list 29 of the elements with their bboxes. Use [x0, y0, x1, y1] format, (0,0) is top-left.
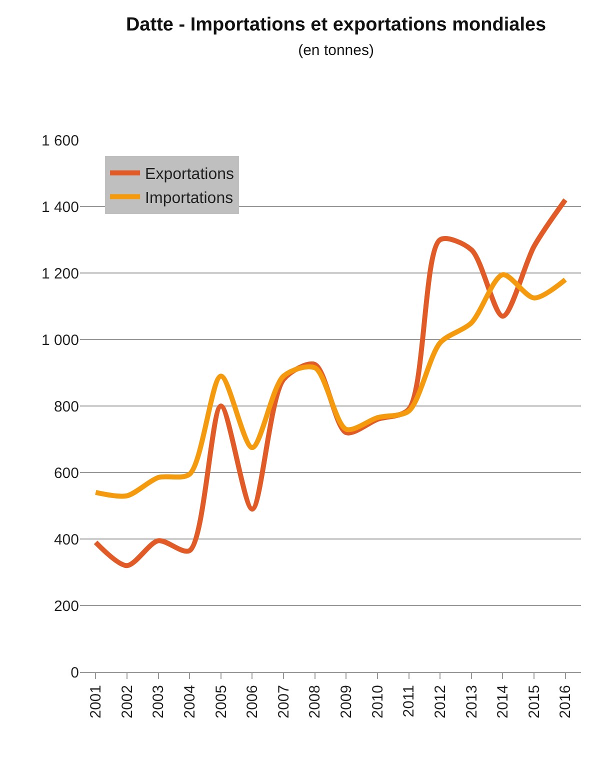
y-tick-label: 1 600: [41, 132, 79, 150]
x-tick-label: 2003: [150, 685, 168, 718]
x-tick-label: 2002: [118, 685, 136, 718]
x-tick-label: 2012: [432, 685, 449, 718]
y-tick-label: 200: [54, 598, 79, 615]
y-tick-label: 1 200: [41, 265, 79, 282]
x-tick-label: 2010: [369, 685, 386, 718]
x-tick-label: 2004: [181, 685, 198, 718]
x-tick-label: 2007: [275, 685, 292, 718]
x-tick-label: 2015: [526, 685, 543, 718]
x-tick-label: 2014: [494, 685, 512, 718]
y-tick-label: 400: [54, 531, 79, 548]
x-tick-label: 2008: [306, 685, 324, 718]
y-tick-label: 600: [54, 464, 79, 482]
y-tick-label: 1 400: [41, 198, 79, 216]
chart-title: Datte - Importations et exportations mondiales: [126, 14, 546, 36]
legend-label: Importations: [145, 190, 234, 207]
y-tick-label: 0: [70, 664, 79, 682]
x-tick-label: 2006: [244, 685, 262, 718]
chart-subtitle: (en tonnes): [298, 42, 374, 60]
x-tick-label: 2013: [463, 685, 480, 718]
x-tick-label: 2016: [557, 685, 574, 718]
legend-label: Exportations: [145, 166, 234, 184]
y-tick-label: 1 000: [41, 332, 79, 349]
x-tick-label: 2009: [338, 685, 356, 718]
x-tick-label: 2001: [88, 685, 105, 718]
x-tick-label: 2011: [400, 685, 418, 718]
y-tick-label: 800: [54, 398, 79, 416]
x-tick-label: 2005: [212, 685, 230, 718]
